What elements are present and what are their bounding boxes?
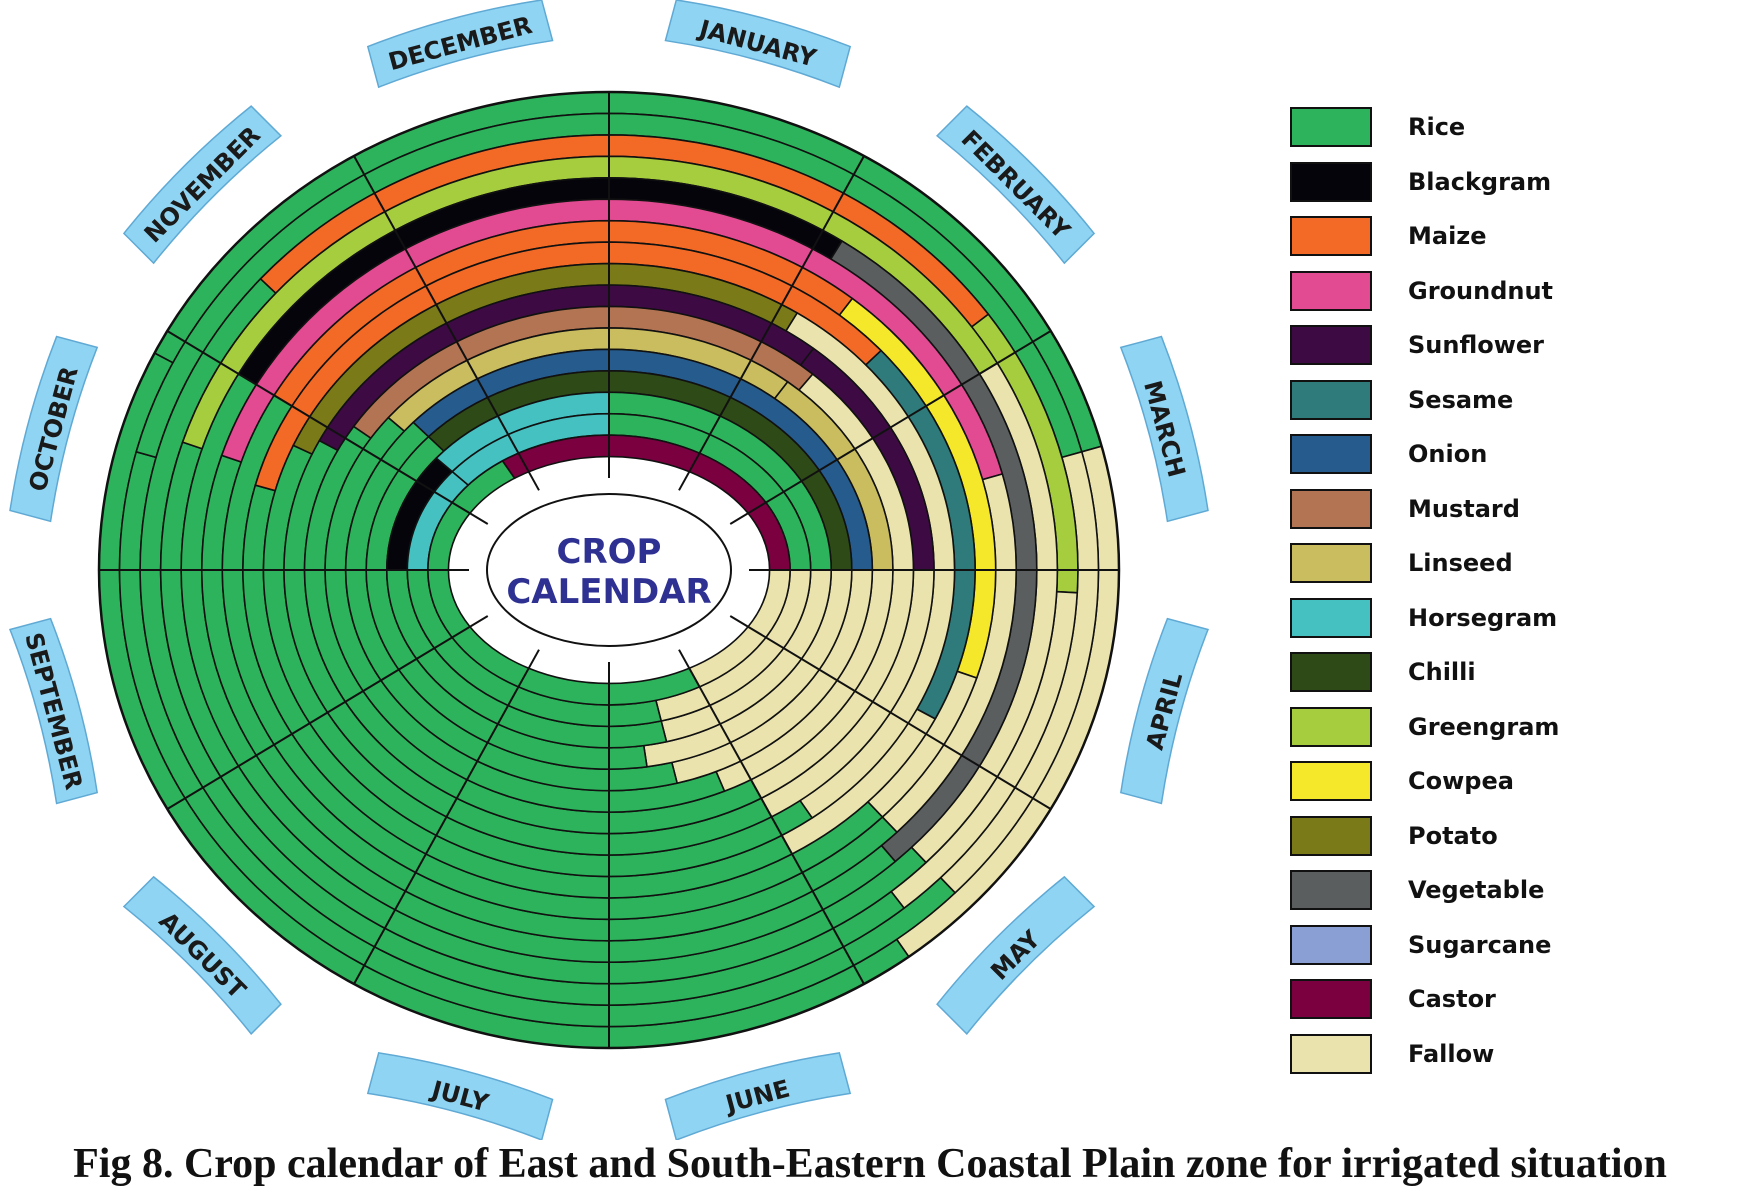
legend-swatch [1290, 161, 1372, 202]
month-tab-background [935, 105, 1096, 265]
legend-item-potato: Potato [1290, 814, 1498, 858]
legend-item-fallow: Fallow [1290, 1032, 1494, 1076]
legend-swatch [1290, 107, 1372, 147]
month-tab-march: MARCH [1119, 335, 1209, 523]
month-tab-background [1119, 335, 1209, 523]
legend-item-sesame: Sesame [1290, 378, 1513, 422]
legend-swatch [1290, 325, 1372, 365]
center-hub [486, 493, 732, 647]
legend-swatch [1290, 652, 1372, 692]
legend-label: Horsegram [1408, 603, 1558, 632]
legend-item-castor: Castor [1290, 977, 1496, 1021]
legend-item-rice: Rice [1290, 105, 1465, 149]
legend-label: Blackgram [1408, 167, 1552, 196]
month-divider [166, 330, 489, 525]
legend-swatch [1290, 379, 1372, 420]
month-divider [678, 649, 865, 985]
legend-label: Rice [1408, 113, 1466, 141]
month-tab-background [9, 335, 99, 523]
legend-swatch [1290, 434, 1372, 474]
legend-label: Linseed [1408, 549, 1513, 577]
figure-caption: Fig 8. Crop calendar of East and South-E… [73, 1141, 1667, 1187]
legend-label: Sunflower [1408, 331, 1545, 359]
legend-item-greengram: Greengram [1290, 705, 1559, 749]
month-label: FEBRUARY [956, 125, 1076, 245]
legend-swatch [1290, 706, 1372, 747]
legend-swatch [1290, 488, 1372, 529]
legend-item-blackgram: Blackgram [1290, 160, 1551, 204]
legend-item-sunflower: Sunflower [1290, 323, 1544, 367]
legend-label: Cowpea [1408, 767, 1514, 795]
legend-label: Maize [1408, 222, 1487, 250]
month-tab-background [664, 0, 852, 89]
legend-label: Potato [1408, 821, 1498, 850]
legend-label: Greengram [1408, 712, 1560, 741]
legend-item-maize: Maize [1290, 214, 1487, 258]
month-label: NOVEMBER [139, 121, 266, 248]
legend-swatch [1290, 597, 1372, 638]
month-tab-background [936, 875, 1096, 1035]
legend-item-linseed: Linseed [1290, 541, 1513, 585]
legend-item-mustard: Mustard [1290, 487, 1520, 531]
legend-label: Groundnut [1408, 276, 1554, 305]
center-title-line-2: CALENDAR [506, 572, 711, 612]
month-tab-background [122, 875, 282, 1035]
legend-swatch [1290, 1033, 1372, 1074]
legend-item-groundnut: Groundnut [1290, 269, 1553, 313]
legend-label: Vegetable [1408, 876, 1545, 904]
month-tab-january: JANUARY [664, 0, 852, 89]
legend-item-chilli: Chilli [1290, 650, 1476, 694]
month-divider [678, 155, 865, 491]
legend-item-sugarcane: Sugarcane [1290, 923, 1551, 967]
month-tab-july: JULY [366, 1052, 554, 1140]
month-tab-background [1119, 617, 1209, 805]
month-tab-background [122, 105, 283, 265]
legend-label: Fallow [1408, 1039, 1495, 1068]
legend-item-horsegram: Horsegram [1290, 596, 1557, 640]
legend-label: Castor [1408, 985, 1496, 1013]
legend-label: Mustard [1408, 494, 1520, 523]
month-tab-september: SEPTEMBER [9, 617, 99, 805]
legend-label: Sugarcane [1408, 930, 1552, 959]
month-divider [729, 615, 1052, 810]
legend-item-onion: Onion [1290, 432, 1487, 476]
legend-label: Sesame [1408, 385, 1514, 414]
legend-swatch [1290, 761, 1372, 801]
month-tab-background [366, 1052, 554, 1140]
legend-item-cowpea: Cowpea [1290, 759, 1514, 803]
legend-swatch [1290, 270, 1372, 311]
month-dividers [97, 90, 1121, 1050]
month-tab-background [9, 617, 99, 805]
month-tab-april: APRIL [1119, 617, 1209, 805]
legend-swatch [1290, 543, 1372, 583]
center-title-line-1: CROP [557, 532, 662, 572]
month-tab-october: OCTOBER [9, 335, 99, 523]
month-tab-background [664, 1052, 852, 1140]
legend-swatch [1290, 815, 1372, 856]
legend-item-vegetable: Vegetable [1290, 868, 1544, 912]
legend-label: Chilli [1408, 658, 1476, 686]
month-divider [729, 330, 1052, 525]
month-divider [166, 615, 489, 810]
legend-swatch [1290, 979, 1372, 1019]
wheel-outer-border [97, 90, 1121, 1050]
legend-swatch [1290, 216, 1372, 256]
legend-swatch [1290, 870, 1372, 910]
month-tab-background [366, 0, 554, 89]
month-divider [353, 649, 540, 985]
legend-swatch [1290, 924, 1372, 965]
legend-label: Onion [1408, 440, 1488, 468]
month-tab-december: DECEMBER [366, 0, 554, 89]
month-tab-june: JUNE [664, 1052, 852, 1140]
month-divider [353, 155, 540, 491]
crop-calendar-wheel: JANUARYFEBRUARYMARCHAPRILMAYJUNEJULYAUGU… [9, 0, 1209, 1140]
